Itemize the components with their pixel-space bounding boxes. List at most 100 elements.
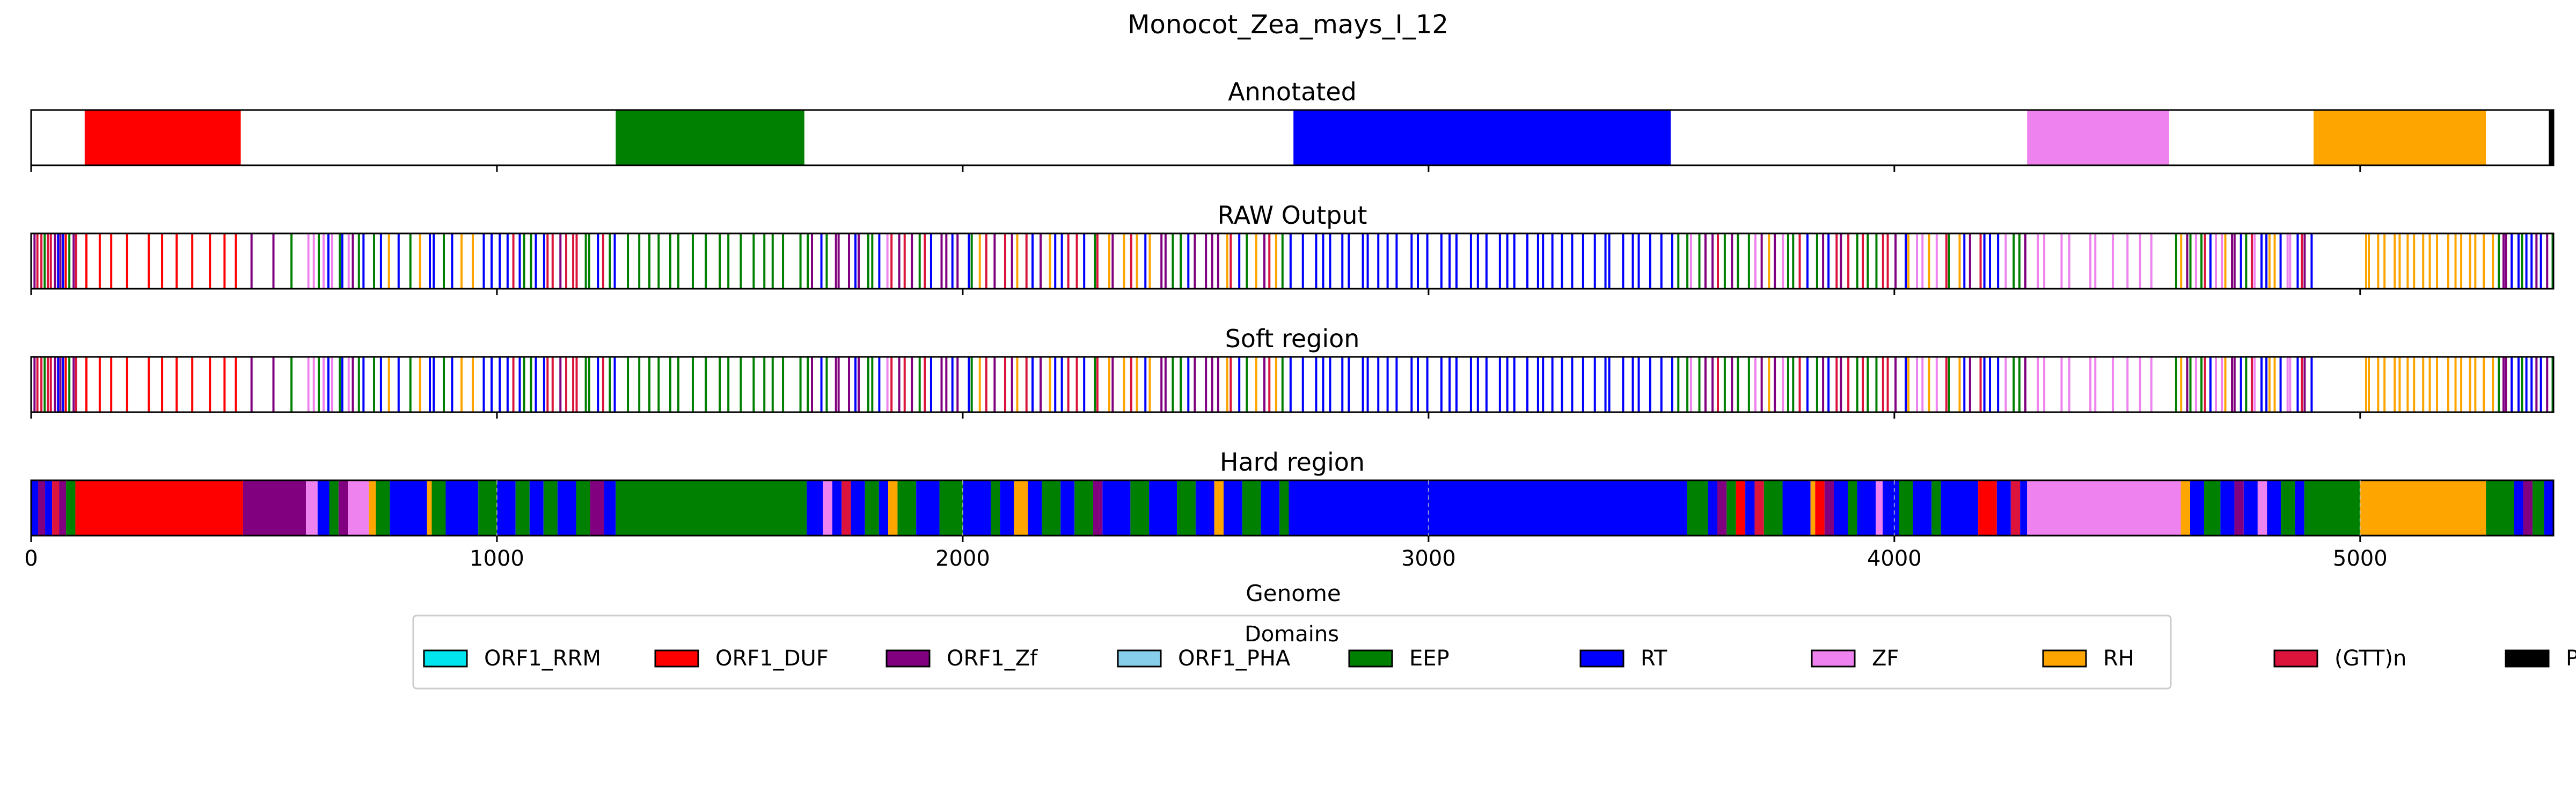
domain-segment-zf — [2027, 110, 2169, 165]
domain-segment-rt — [2020, 480, 2028, 536]
legend-label: RT — [1641, 646, 1667, 671]
panel-raw-output: RAW Output — [30, 201, 2555, 295]
legend: Domains ORF1_RRM ORF1_DUF ORF1_Zf ORF1_PHA E… — [412, 614, 2576, 690]
legend-item-rt: RT — [1579, 646, 1667, 671]
domain-segment-eep — [897, 480, 917, 536]
legend-item-zf: ZF — [1811, 646, 1899, 671]
domain-segment-eep — [1042, 480, 1061, 536]
domain-segment-rh — [427, 480, 432, 536]
legend-label: (GTT)n — [2334, 646, 2406, 671]
x-tick-label: 2000 — [935, 546, 990, 571]
domain-segment-gtt-n — [1754, 480, 1764, 536]
legend-label: ZF — [1872, 646, 1899, 671]
domain-segment-zf — [1876, 480, 1883, 536]
domain-segment-orf1-zf — [243, 480, 306, 536]
domain-segment-rt — [31, 480, 39, 536]
domain-segment-rt — [1857, 480, 1876, 536]
domain-segment-rt — [1223, 480, 1242, 536]
domain-segment-eep — [1074, 480, 1093, 536]
legend-label: ORF1_PHA — [1178, 646, 1291, 671]
domain-segment-rh — [1214, 480, 1224, 536]
domain-segment-zf — [823, 480, 832, 536]
panel-annotated: Annotated — [30, 77, 2555, 172]
domain-segment-rt — [557, 480, 576, 536]
domain-segment-rt — [2220, 480, 2235, 536]
domain-segment-eep — [478, 480, 497, 536]
legend-item-orf1-pha: ORF1_PHA — [1117, 646, 1291, 671]
domain-segment-zf — [2257, 480, 2267, 536]
legend-title: Domains — [1245, 622, 1339, 647]
domain-segment-rt — [1708, 480, 1718, 536]
domain-segment-rt — [1102, 480, 1131, 536]
domain-segment-gtt-n — [841, 480, 851, 536]
domain-segment-orf1-zf — [338, 480, 348, 536]
domain-segment-rt — [962, 480, 991, 536]
domain-segment-rt — [1293, 110, 1671, 165]
domain-segment-rt — [2295, 480, 2304, 536]
domain-segment-orf1-duf — [1736, 480, 1746, 536]
domain-segment-eep — [1279, 480, 1289, 536]
domain-segment-eep — [1130, 480, 1150, 536]
x-axis-label: Genome — [1246, 580, 1341, 606]
legend-item-orf1-rrm: ORF1_RRM — [423, 646, 601, 671]
domain-segment-rt — [1782, 480, 1811, 536]
domain-segment-eep — [515, 480, 530, 536]
domain-segment-rt — [2514, 480, 2523, 536]
domain-segment-rt — [390, 480, 427, 536]
domain-segment-rh — [888, 480, 898, 536]
domain-segment-eep — [2204, 480, 2221, 536]
domain-segment-rh — [2360, 480, 2486, 536]
legend-swatch — [423, 649, 468, 668]
domain-segment-orf1-zf — [1093, 480, 1103, 536]
domain-segment-rt — [1028, 480, 1042, 536]
domain-segment-rt — [445, 480, 479, 536]
domain-segment-gtt-n — [52, 480, 60, 536]
domain-segment-rh — [1014, 480, 1028, 536]
domain-segment-rt — [496, 480, 516, 536]
domain-segment-eep — [865, 480, 879, 536]
domain-segment-eep — [616, 110, 804, 165]
x-tick-label: 4000 — [1867, 546, 1922, 571]
panel-frame — [30, 356, 2555, 413]
legend-label: ORF1_DUF — [715, 646, 829, 671]
domain-segment-orf1-zf — [59, 480, 67, 536]
domain-segment-rt — [1261, 480, 1280, 536]
domain-segment-rt — [2267, 480, 2281, 536]
legend-swatch — [885, 649, 931, 668]
domain-segment-eep — [1763, 480, 1783, 536]
domain-segment-rt — [1745, 480, 1755, 536]
domain-segment-rh — [2180, 480, 2190, 536]
legend-item-gtt-n: (GTT)n — [2273, 646, 2406, 671]
x-tick-label: 3000 — [1401, 546, 1456, 571]
legend-swatch — [654, 649, 699, 668]
legend-swatch — [2505, 649, 2550, 668]
domain-segment-rt — [2243, 480, 2258, 536]
panel-frame — [30, 232, 2555, 290]
legend-swatch — [2042, 649, 2087, 668]
domain-segment-zf — [2027, 480, 2181, 536]
legend-item-orf1-zf: ORF1_Zf — [885, 646, 1038, 671]
domain-segment-rt — [604, 480, 616, 536]
legend-swatch — [1117, 649, 1162, 668]
panel-title: RAW Output — [1218, 201, 1367, 230]
panel-title: Soft region — [1225, 324, 1360, 353]
domain-segment-eep — [616, 480, 807, 536]
domain-segment-eep — [543, 480, 558, 536]
domain-segment-rt — [2544, 480, 2553, 536]
domain-segment-rt — [1289, 480, 1687, 536]
x-tick-label: 0 — [24, 546, 38, 571]
domain-segment-eep — [2532, 480, 2544, 536]
legend-frame — [412, 614, 2172, 690]
legend-label: PoliA — [2566, 646, 2576, 671]
domain-segment-polia — [2549, 110, 2553, 165]
domain-segment-eep — [2486, 480, 2514, 536]
panel-title: Hard region — [1220, 448, 1365, 477]
domain-segment-rt — [807, 480, 823, 536]
legend-swatch — [1579, 649, 1624, 668]
domain-segment-rt — [529, 480, 544, 536]
domain-segment-eep — [1177, 480, 1196, 536]
domain-segment-orf1-duf — [75, 480, 243, 536]
domain-segment-eep — [66, 480, 76, 536]
domain-segment-eep — [1899, 480, 1913, 536]
domain-segment-eep — [376, 480, 390, 536]
